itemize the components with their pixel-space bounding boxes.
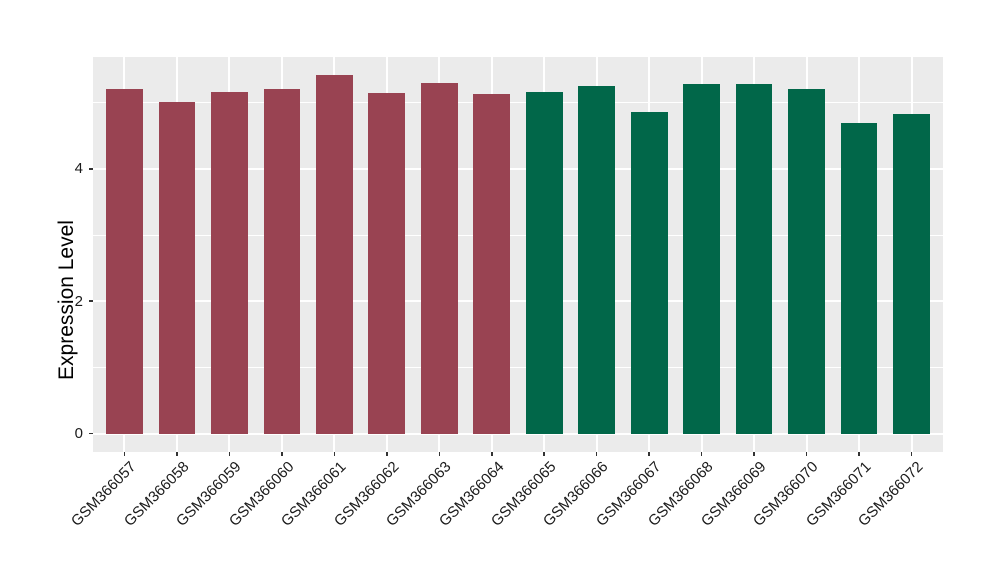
y-tick-label-2: 2 [74, 292, 83, 310]
bar-GSM366063 [420, 82, 458, 434]
bar-GSM366060 [263, 89, 301, 434]
y-tick-0 [88, 432, 93, 435]
x-tick-GSM366068 [700, 451, 703, 456]
y-tick-label-0: 0 [74, 425, 83, 443]
minor-gridline-y3 [93, 234, 943, 236]
bar-GSM366061 [315, 74, 353, 434]
x-tick-GSM366072 [910, 451, 913, 456]
x-tick-GSM366067 [648, 451, 650, 456]
x-tick-GSM366061 [333, 451, 336, 456]
bar-GSM366059 [211, 92, 248, 434]
bar-GSM366065 [525, 92, 563, 434]
bar-GSM366066 [578, 86, 616, 434]
x-tick-GSM366060 [281, 451, 283, 456]
bar-GSM366068 [683, 84, 720, 434]
bar-GSM366069 [735, 84, 773, 434]
major-gridline-y2 [93, 300, 943, 303]
x-tick-GSM366064 [491, 451, 493, 456]
x-tick-GSM366065 [543, 451, 545, 456]
bar-GSM366058 [158, 102, 196, 434]
x-tick-GSM366059 [228, 451, 231, 456]
x-tick-GSM366069 [753, 451, 755, 456]
major-gridline-y4 [93, 167, 943, 170]
bar-GSM366071 [840, 122, 878, 434]
x-tick-GSM366062 [386, 451, 388, 456]
bar-GSM366067 [630, 111, 668, 434]
bar-GSM366062 [368, 93, 406, 434]
x-tick-GSM366063 [438, 451, 441, 456]
y-tick-label-4: 4 [74, 160, 83, 178]
plot-panel [93, 57, 943, 452]
bar-GSM366057 [106, 89, 143, 434]
minor-gridline-y1 [93, 366, 943, 368]
y-tick-2 [88, 300, 93, 302]
x-tick-GSM366070 [805, 451, 808, 456]
x-tick-GSM366071 [858, 451, 860, 456]
x-tick-GSM366057 [123, 451, 126, 456]
x-tick-GSM366066 [595, 451, 598, 456]
bar-GSM366072 [893, 113, 930, 434]
major-gridline-y0 [93, 432, 943, 435]
x-tick-GSM366058 [176, 451, 178, 456]
minor-gridline-y5 [93, 102, 943, 104]
y-tick-4 [88, 168, 93, 170]
bar-GSM366064 [473, 94, 511, 434]
bar-GSM366070 [788, 88, 825, 434]
